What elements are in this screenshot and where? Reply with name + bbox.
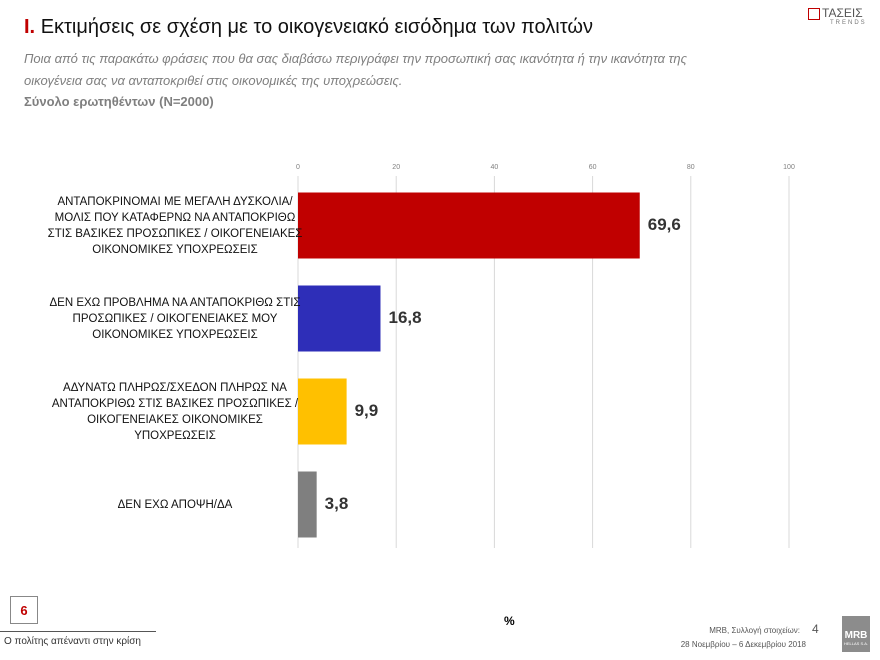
logo-sub: TRENDS: [830, 20, 867, 26]
footer-left: Ο πολίτης απέναντι στην κρίση: [4, 636, 141, 647]
page-box: 6: [10, 596, 38, 624]
x-tick-label: 100: [783, 164, 795, 171]
footer-logo: MRB HELLAS S.A.: [842, 616, 870, 652]
note: Σύνολο ερωτηθέντων (N=2000): [24, 94, 214, 109]
value-label: 3,8: [325, 494, 349, 513]
footer-page-number: 4: [812, 622, 819, 636]
value-label: 69,6: [648, 215, 681, 234]
logo: ΤΑΣΕΙΣ TRENDS: [808, 6, 870, 28]
title-text: Εκτιμήσεις σε σχέση με το οικογενειακό ε…: [40, 16, 593, 38]
x-tick-label: 0: [296, 164, 300, 171]
category-label: ΑΔΥΝΑΤΩ ΠΛΗΡΩΣ/ΣΧΕΔΟΝ ΠΛΗΡΩΣ ΝΑ ΑΝΤΑΠΟΚΡ…: [51, 381, 299, 442]
footer-source: MRB, Συλλογή στοιχείων:: [709, 626, 800, 635]
footer-logo-text: MRB: [844, 630, 868, 641]
logo-icon: [808, 8, 820, 20]
x-axis-label: %: [504, 614, 515, 628]
value-label: 9,9: [355, 401, 379, 420]
footer-dates: 28 Νοεμβρίου – 6 Δεκεμβρίου 2018: [680, 640, 806, 649]
title-number: Ι.: [24, 16, 36, 38]
bar: [298, 285, 381, 352]
bar: [298, 192, 640, 259]
title: Ι. Εκτιμήσεις σε σχέση με το οικογενειακ…: [24, 16, 593, 39]
bar: [298, 378, 347, 445]
footer-logo-sub: HELLAS S.A.: [843, 641, 868, 646]
value-label: 16,8: [388, 308, 421, 327]
x-tick-label: 60: [589, 164, 597, 171]
category-label: ΔΕΝ ΕΧΩ ΠΡΟΒΛΗΜΑ ΝΑ ΑΝΤΑΠΟΚΡΙΘΩ ΣΤΙΣ ΠΡΟ…: [49, 296, 301, 341]
footer-rule: [0, 631, 156, 632]
subtitle: Ποια από τις παρακάτω φράσεις που θα σας…: [24, 51, 687, 88]
bar: [298, 471, 317, 538]
x-tick-label: 20: [392, 164, 400, 171]
x-tick-label: 40: [491, 164, 499, 171]
category-label: ΑΝΤΑΠΟΚΡΙΝΟΜΑΙ ΜΕ ΜΕΓΑΛΗ ΔΥΣΚΟΛΙΑ/ΜΟΛΙΣ …: [47, 195, 303, 256]
logo-text: ΤΑΣΕΙΣ: [822, 6, 863, 20]
category-label: ΔΕΝ ΕΧΩ ΑΠΟΨΗ/ΔΑ: [117, 498, 233, 511]
x-tick-label: 80: [687, 164, 695, 171]
